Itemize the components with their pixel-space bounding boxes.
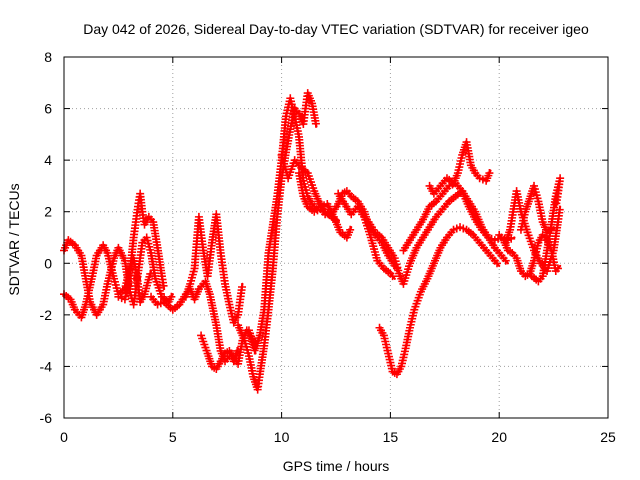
y-tick-label: -6 [40, 410, 53, 426]
series-arc-15 [375, 223, 502, 379]
series-arc-7 [234, 89, 320, 394]
data-point-marker [346, 225, 355, 234]
data-point-marker [233, 346, 242, 355]
data-point-marker [311, 119, 320, 128]
series-arc-19 [516, 181, 556, 237]
y-tick-label: -2 [40, 307, 53, 323]
data-point-marker [146, 269, 155, 278]
data-point-marker [388, 272, 397, 281]
data-point-marker [553, 264, 562, 273]
series-arc-11 [334, 189, 397, 281]
x-tick-label: 20 [491, 429, 507, 445]
series-arc-18 [527, 174, 565, 286]
x-tick-label: 25 [600, 429, 616, 445]
y-tick-label: 4 [44, 152, 52, 168]
series-arc-10 [277, 150, 355, 242]
y-tick-label: 2 [44, 204, 52, 220]
data-point-marker [167, 292, 176, 301]
data-point-marker [501, 256, 510, 265]
y-tick-label: 0 [44, 255, 52, 271]
data-point-marker [485, 169, 494, 178]
data-point-marker [159, 281, 168, 290]
x-tick-label: 0 [60, 429, 68, 445]
chart-title: Day 042 of 2026, Sidereal Day-to-day VTE… [83, 21, 589, 37]
series-line [247, 97, 340, 350]
x-tick-label: 10 [274, 429, 290, 445]
series-arc-8 [244, 94, 340, 353]
y-tick-label: 8 [44, 49, 52, 65]
plot-frame [63, 56, 609, 419]
axis-ticks: 0 5 10 15 20 25 -6 -4 -2 0 2 4 6 8 [40, 49, 616, 445]
x-axis-label: GPS time / hours [283, 458, 390, 474]
series-arc-3 [114, 189, 168, 304]
data-point-marker [493, 259, 502, 268]
data-point-marker [237, 283, 246, 292]
series-arc-5 [181, 210, 246, 327]
data-point-marker [552, 199, 561, 208]
series-arc-2 [60, 233, 176, 319]
y-axis-label: SDTVAR / TECUs [6, 183, 22, 295]
x-tick-label: 15 [383, 429, 399, 445]
data-point-marker [547, 224, 556, 233]
series-layer [60, 89, 565, 394]
y-tick-label: 6 [44, 101, 52, 117]
series-arc-6 [197, 331, 242, 374]
x-tick-label: 5 [169, 429, 177, 445]
series-arc-16 [495, 230, 562, 281]
series-arc-14 [425, 138, 494, 198]
y-tick-label: -4 [40, 358, 53, 374]
